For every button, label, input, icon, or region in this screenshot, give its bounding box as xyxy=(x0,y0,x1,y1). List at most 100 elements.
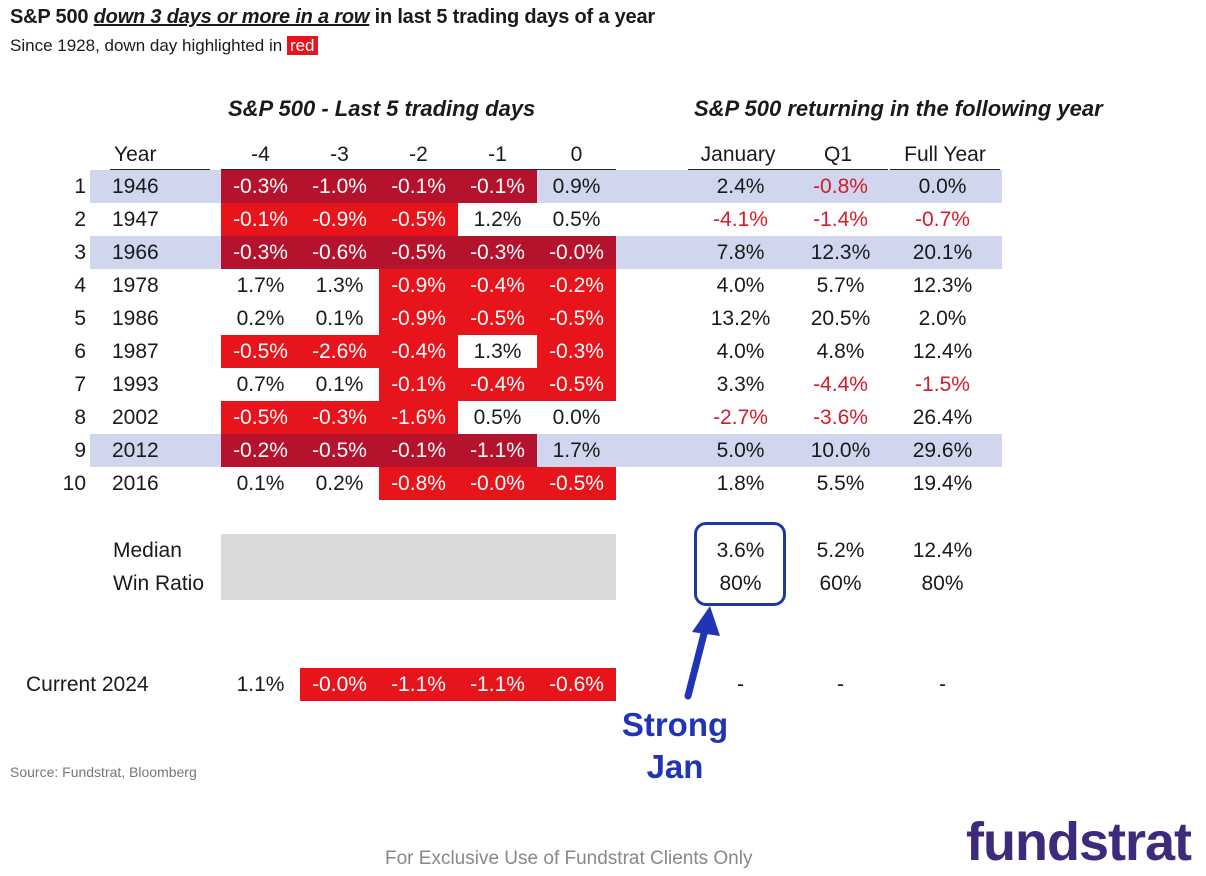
row-number: 9 xyxy=(74,439,86,462)
day-return-cell: -0.5% xyxy=(300,434,379,467)
day-return-cell: -0.3% xyxy=(221,236,300,269)
following-return-cell: -0.8% xyxy=(813,175,868,198)
current-return-cell: - xyxy=(837,673,844,696)
current-day-cell: -1.1% xyxy=(379,668,458,701)
current-day-cell: -0.0% xyxy=(300,668,379,701)
row-number: 2 xyxy=(74,208,86,231)
day-return-cell: -1.0% xyxy=(300,170,379,203)
following-return-cell: -4.1% xyxy=(713,208,768,231)
day-return-cell: -0.1% xyxy=(379,170,458,203)
day-return-cell: -2.6% xyxy=(300,335,379,368)
day-return-cell: -0.9% xyxy=(379,269,458,302)
year-cell: 1993 xyxy=(112,373,159,396)
following-return-cell: -1.4% xyxy=(813,208,868,231)
following-return-cell: 10.0% xyxy=(810,439,871,462)
following-return-cell: 5.5% xyxy=(816,472,865,495)
day-return-cell: -0.3% xyxy=(458,236,537,269)
footer-note: For Exclusive Use of Fundstrat Clients O… xyxy=(385,848,753,869)
day-return-cell: -1.6% xyxy=(379,401,458,434)
day-return-cell: -0.3% xyxy=(537,335,616,368)
day-return-cell: -0.4% xyxy=(458,269,537,302)
following-return-cell: 20.5% xyxy=(810,307,871,330)
row-number: 4 xyxy=(74,274,86,297)
row-number: 5 xyxy=(74,307,86,330)
day-return-cell: 0.5% xyxy=(473,406,522,429)
day-return-cell: 0.0% xyxy=(552,406,601,429)
day-return-cell: 0.7% xyxy=(236,373,285,396)
following-return-cell: 12.3% xyxy=(810,241,871,264)
column-header: January xyxy=(688,140,788,170)
day-return-cell: -0.0% xyxy=(537,236,616,269)
day-return-cell: 1.7% xyxy=(236,274,285,297)
source-note: Source: Fundstrat, Bloomberg xyxy=(10,764,197,780)
year-cell: 1966 xyxy=(112,241,159,264)
day-return-cell: -0.4% xyxy=(379,335,458,368)
day-return-cell: -0.2% xyxy=(221,434,300,467)
summary-label: Win Ratio xyxy=(113,572,205,595)
column-header: -3 xyxy=(300,140,379,170)
day-return-cell: -0.0% xyxy=(458,467,537,500)
day-return-cell: -0.4% xyxy=(458,368,537,401)
day-return-cell: 1.3% xyxy=(315,274,364,297)
day-return-cell: -0.3% xyxy=(300,401,379,434)
day-return-cell: 0.1% xyxy=(236,472,285,495)
day-return-cell: -0.5% xyxy=(221,335,300,368)
current-day-cell: -0.6% xyxy=(537,668,616,701)
arrow-icon xyxy=(684,606,720,700)
following-return-cell: 5.0% xyxy=(716,439,765,462)
summary-value-cell: 5.2% xyxy=(816,539,865,562)
day-return-cell: 0.1% xyxy=(315,307,364,330)
following-return-cell: -3.6% xyxy=(813,406,868,429)
day-return-cell: -0.2% xyxy=(537,269,616,302)
day-return-cell: 0.2% xyxy=(315,472,364,495)
day-return-cell: -0.8% xyxy=(379,467,458,500)
following-return-cell: 12.4% xyxy=(912,340,973,363)
row-number: 8 xyxy=(74,406,86,429)
chart-title: S&P 500 down 3 days or more in a row in … xyxy=(10,6,655,28)
following-return-cell: -1.5% xyxy=(915,373,970,396)
following-return-cell: 4.0% xyxy=(716,274,765,297)
following-return-cell: -0.7% xyxy=(915,208,970,231)
summary-value-cell: 60% xyxy=(819,572,862,595)
year-cell: 1978 xyxy=(112,274,159,297)
column-header: Full Year xyxy=(890,140,1000,170)
row-number: 7 xyxy=(74,373,86,396)
following-return-cell: 13.2% xyxy=(710,307,771,330)
day-return-cell: -0.5% xyxy=(379,203,458,236)
year-cell: 1947 xyxy=(112,208,159,231)
current-day-cell: 1.1% xyxy=(236,673,285,696)
day-return-cell: 1.3% xyxy=(473,340,522,363)
day-return-cell: -0.5% xyxy=(221,401,300,434)
day-return-cell: -0.9% xyxy=(379,302,458,335)
following-return-cell: 1.8% xyxy=(716,472,765,495)
strong-jan-annotation: Strong Jan xyxy=(621,706,729,785)
day-return-cell: -0.5% xyxy=(458,302,537,335)
following-return-cell: 0.0% xyxy=(918,175,967,198)
january-highlight-box xyxy=(694,522,786,606)
following-return-cell: 19.4% xyxy=(912,472,973,495)
summary-label: Median xyxy=(113,539,182,562)
following-return-cell: 26.4% xyxy=(912,406,973,429)
day-return-cell: -0.1% xyxy=(379,434,458,467)
column-header: 0 xyxy=(537,140,616,170)
day-return-cell: 1.2% xyxy=(473,208,522,231)
current-return-cell: - xyxy=(737,673,744,696)
year-cell: 1946 xyxy=(112,175,159,198)
day-return-cell: -0.1% xyxy=(458,170,537,203)
day-return-cell: 0.5% xyxy=(552,208,601,231)
following-return-cell: 29.6% xyxy=(912,439,973,462)
chart-subtitle: Since 1928, down day highlighted in red xyxy=(10,36,318,56)
column-header: Q1 xyxy=(788,140,888,170)
day-return-cell: -0.3% xyxy=(221,170,300,203)
fundstrat-logo: fundstrat xyxy=(966,812,1192,872)
current-label: Current 2024 xyxy=(26,673,149,696)
section-head-last-5-days: S&P 500 - Last 5 trading days xyxy=(228,96,536,121)
day-return-cell: -0.6% xyxy=(300,236,379,269)
following-return-cell: 2.0% xyxy=(918,307,967,330)
day-return-cell: -0.9% xyxy=(300,203,379,236)
day-return-cell: 1.7% xyxy=(552,439,601,462)
summary-value-cell: 3.6% xyxy=(716,539,765,562)
year-cell: 1987 xyxy=(112,340,159,363)
row-number: 1 xyxy=(74,175,86,198)
summary-value-cell: 80% xyxy=(719,572,762,595)
